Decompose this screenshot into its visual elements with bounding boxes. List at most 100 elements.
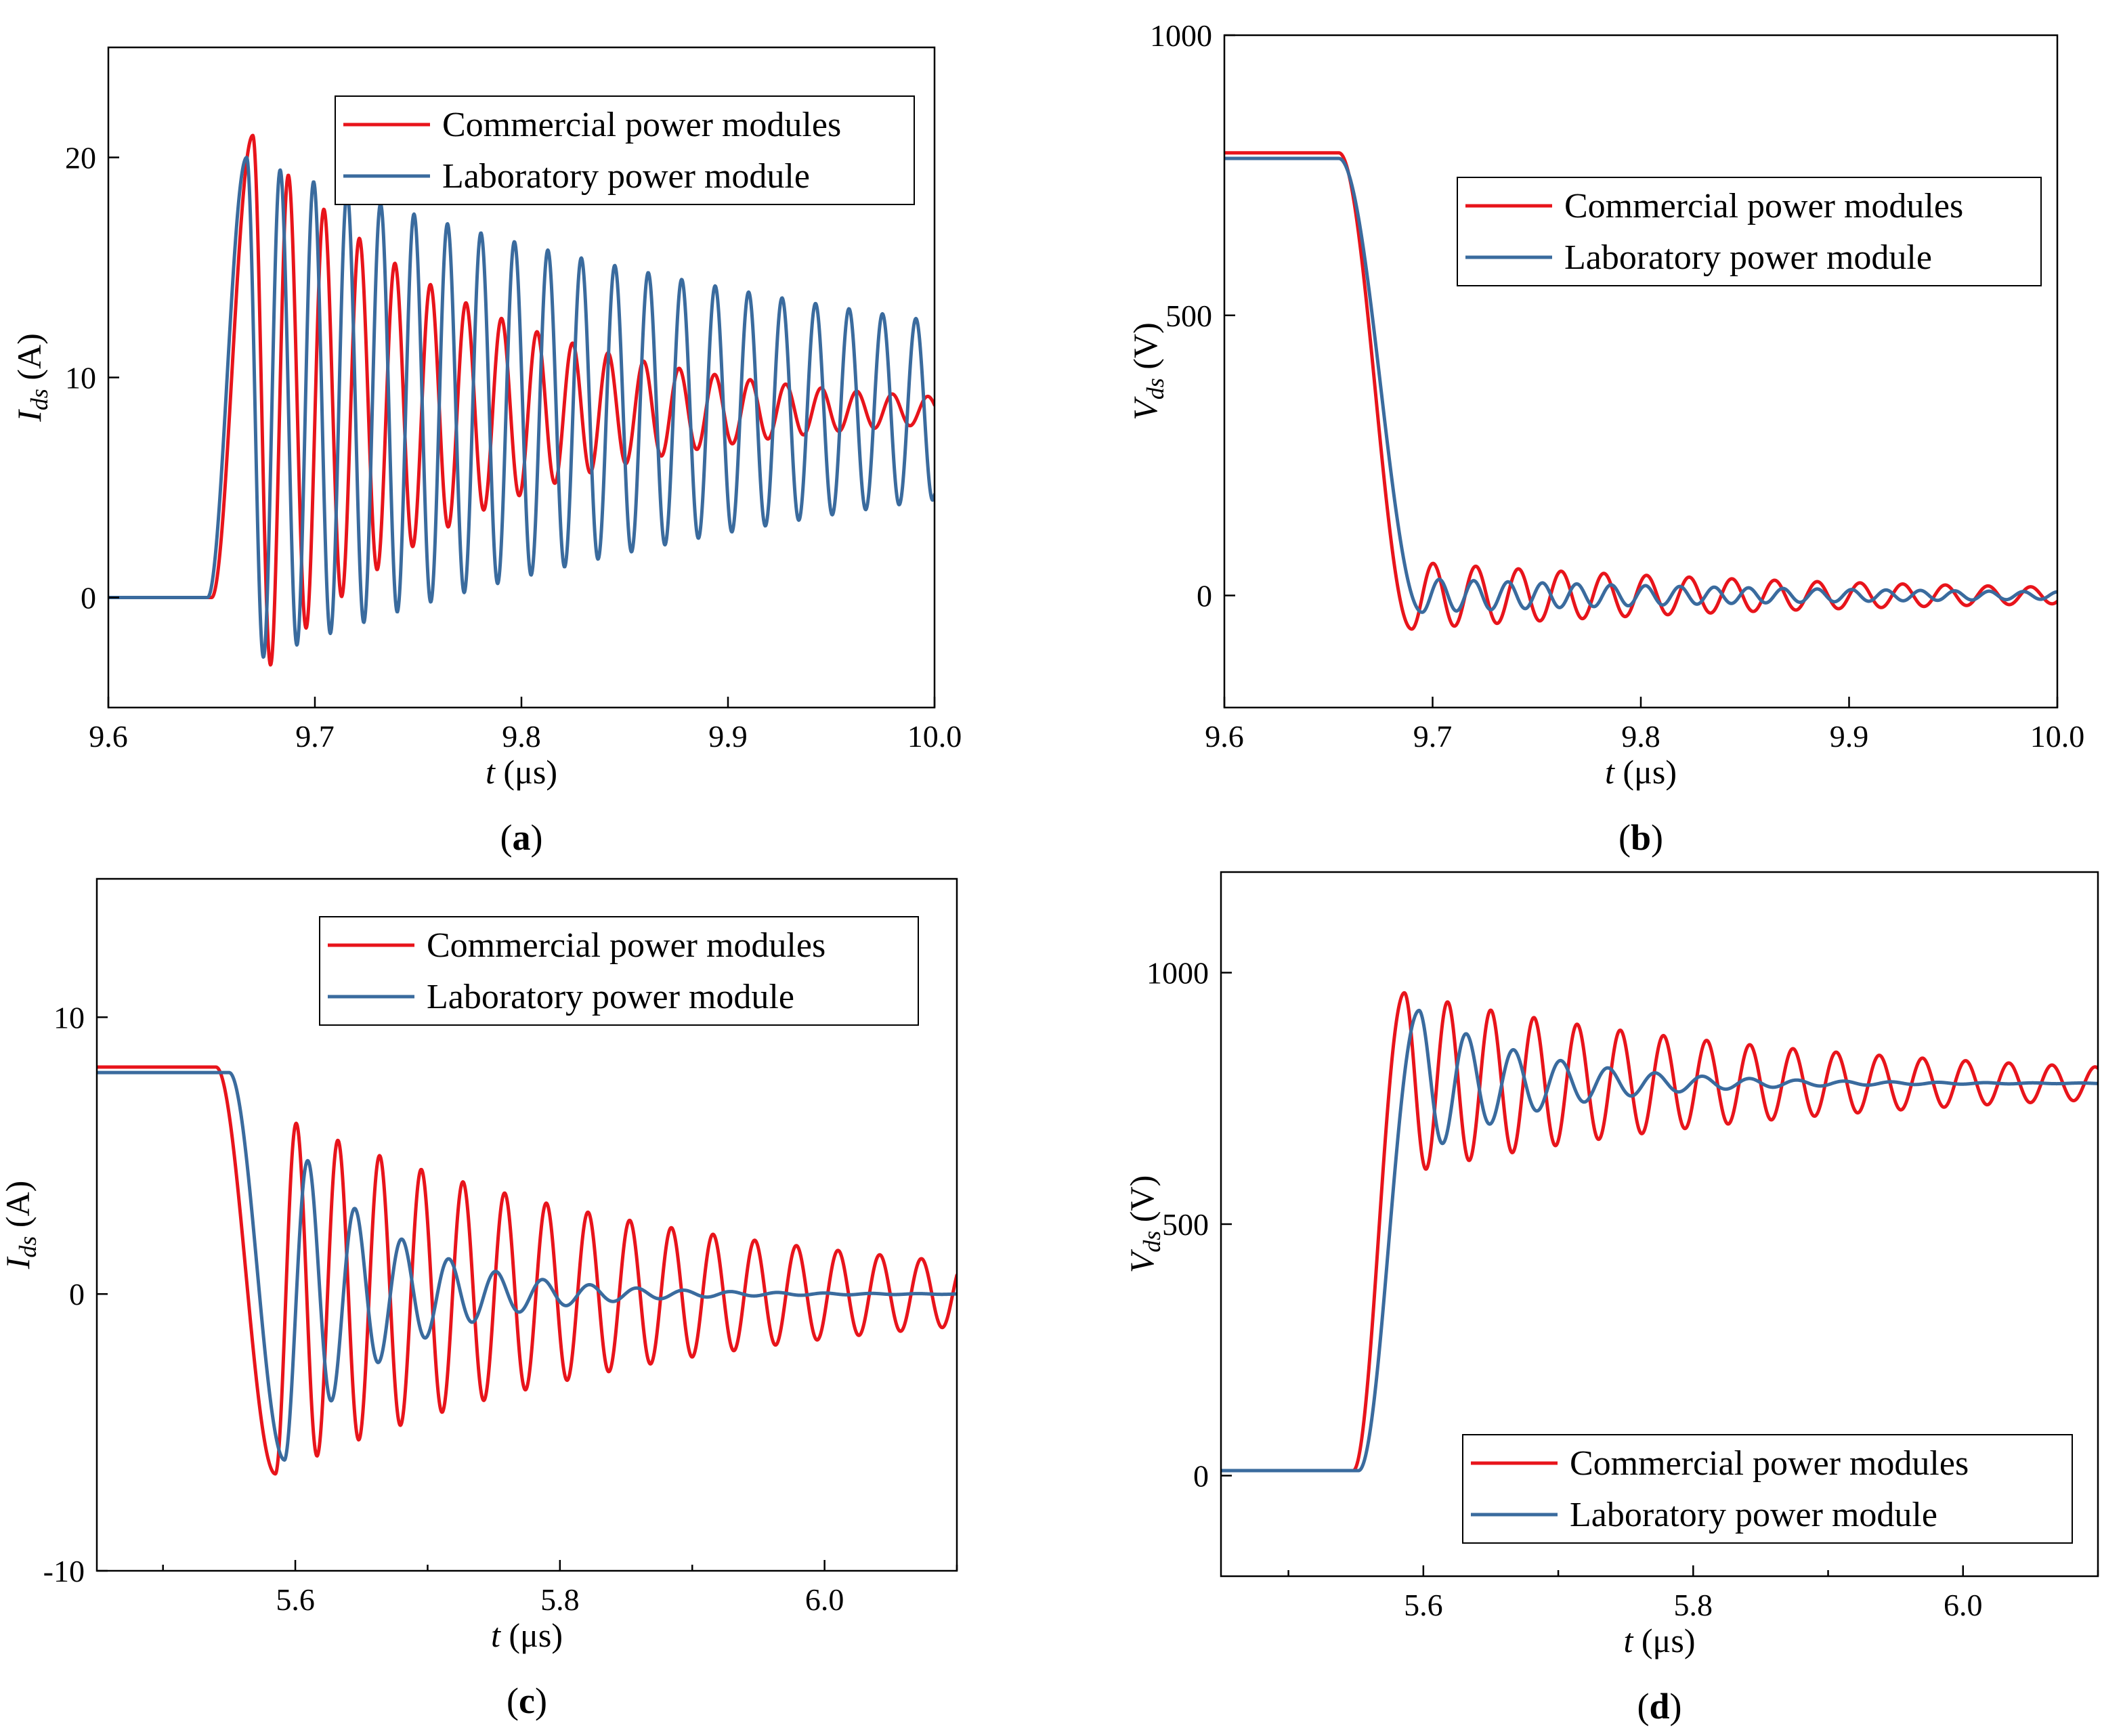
legend-box bbox=[1457, 177, 2042, 286]
y-axis-subscript: ds bbox=[1138, 1231, 1165, 1253]
x-tick-label: 9.7 bbox=[1413, 719, 1453, 754]
panel-c: 5.6 5.8 6.0 -10 0 10 t (μs) Ids (A) Commercial p… bbox=[0, 877, 958, 1721]
y-tick-label: 10 bbox=[65, 361, 96, 395]
x-axis-unit: (μs) bbox=[1633, 1622, 1695, 1659]
y-tick-label: 0 bbox=[69, 1277, 85, 1311]
y-tick-label: 1000 bbox=[1150, 18, 1212, 53]
caption-close: ) bbox=[1651, 817, 1663, 858]
caption-letter: d bbox=[1649, 1686, 1669, 1727]
legend-box bbox=[1462, 1434, 2073, 1544]
x-axis-variable: t bbox=[486, 753, 496, 791]
caption-letter: a bbox=[513, 817, 531, 858]
y-axis-variable: V bbox=[1123, 1249, 1161, 1273]
legend-label-laboratory: Laboratory power module bbox=[1570, 1496, 1937, 1534]
x-axis-variable: t bbox=[491, 1616, 501, 1654]
y-tick-label: 1000 bbox=[1146, 956, 1209, 991]
x-axis-label: t (μs) bbox=[1624, 1622, 1696, 1659]
panel-d: 5.6 5.8 6.0 0 500 1000 t (μs) Vds (V) Commercial… bbox=[1123, 871, 2099, 1727]
series-line-commercial bbox=[108, 133, 935, 667]
y-axis-variable: I bbox=[0, 1256, 37, 1270]
series-line-laboratory bbox=[1221, 1008, 2098, 1473]
series-line-commercial bbox=[97, 1065, 957, 1476]
y-tick-label: 500 bbox=[1165, 299, 1212, 333]
x-tick-label: 9.6 bbox=[1205, 719, 1244, 754]
legend-label-commercial: Commercial power modules bbox=[1564, 187, 1963, 225]
plot-area-frame bbox=[95, 877, 958, 1572]
x-axis-label: t (μs) bbox=[486, 753, 557, 791]
legend-label-commercial: Commercial power modules bbox=[442, 106, 841, 144]
legend: Commercial power modules Laboratory power… bbox=[319, 916, 919, 1026]
x-axis-label: t (μs) bbox=[491, 1616, 563, 1654]
y-axis-subscript: ds bbox=[26, 389, 53, 410]
x-tick-label: 10.0 bbox=[907, 719, 962, 754]
legend: Commercial power modules Laboratory power… bbox=[335, 95, 915, 205]
caption-letter: b bbox=[1631, 817, 1651, 858]
panel-caption: (b) bbox=[1618, 817, 1663, 858]
legend-box bbox=[335, 95, 915, 205]
x-tick-label: 9.6 bbox=[89, 719, 128, 754]
x-axis-unit: (μs) bbox=[495, 753, 557, 791]
legend-label-commercial: Commercial power modules bbox=[427, 926, 825, 965]
y-axis-unit: (A) bbox=[0, 1181, 37, 1236]
caption-letter: c bbox=[519, 1680, 535, 1721]
y-tick-label: 0 bbox=[1193, 1458, 1209, 1493]
panel-caption: (c) bbox=[507, 1680, 547, 1721]
y-tick-label: -10 bbox=[43, 1554, 85, 1588]
x-tick-label: 5.8 bbox=[1674, 1588, 1713, 1622]
caption-open: ( bbox=[507, 1680, 519, 1721]
y-axis-label: Ids (A) bbox=[10, 333, 53, 422]
x-tick-label: 9.7 bbox=[295, 719, 335, 754]
caption-close: ) bbox=[535, 1680, 547, 1721]
legend: Commercial power modules Laboratory power… bbox=[1462, 1434, 2073, 1544]
series-line-laboratory bbox=[1224, 156, 2057, 614]
panel-b: 9.6 9.7 9.8 9.9 10.0 0 500 1000 t (μs) Vds (V) Com… bbox=[1126, 18, 2084, 858]
caption-close: ) bbox=[1670, 1686, 1682, 1727]
legend-label-laboratory: Laboratory power module bbox=[1564, 238, 1932, 277]
legend-label-laboratory: Laboratory power module bbox=[442, 157, 810, 196]
y-axis-unit: (V) bbox=[1123, 1175, 1161, 1231]
y-axis-subscript: ds bbox=[1142, 378, 1169, 399]
y-tick-label: 500 bbox=[1162, 1207, 1209, 1242]
x-tick-label: 9.9 bbox=[708, 719, 748, 754]
x-tick-label: 5.8 bbox=[540, 1582, 580, 1617]
plot-area-frame bbox=[1223, 34, 2059, 709]
series-line-commercial bbox=[1221, 991, 2098, 1473]
y-axis-unit: (V) bbox=[1126, 322, 1164, 378]
series-line-laboratory bbox=[108, 156, 935, 659]
y-axis-variable: I bbox=[10, 409, 48, 422]
x-axis-variable: t bbox=[1605, 753, 1615, 791]
x-axis-unit: (μs) bbox=[500, 1616, 563, 1654]
x-tick-label: 6.0 bbox=[805, 1582, 844, 1617]
y-tick-label: 0 bbox=[1197, 579, 1212, 613]
y-tick-label: 0 bbox=[81, 581, 96, 615]
x-tick-label: 10.0 bbox=[2030, 719, 2085, 754]
y-tick-label: 20 bbox=[65, 141, 96, 175]
y-axis-label: Ids (A) bbox=[0, 1181, 41, 1270]
x-axis-label: t (μs) bbox=[1605, 753, 1677, 791]
caption-open: ( bbox=[1618, 817, 1631, 858]
panel-caption: (d) bbox=[1637, 1686, 1681, 1727]
y-axis-variable: V bbox=[1126, 396, 1164, 420]
legend-label-laboratory: Laboratory power module bbox=[427, 978, 794, 1016]
series-line-commercial bbox=[1224, 151, 2057, 631]
y-tick-label: 10 bbox=[53, 1000, 85, 1035]
x-tick-label: 5.6 bbox=[276, 1582, 315, 1617]
x-tick-label: 9.8 bbox=[502, 719, 541, 754]
panel-caption: (a) bbox=[500, 817, 543, 858]
caption-close: ) bbox=[531, 817, 543, 858]
y-axis-label: Vds (V) bbox=[1126, 322, 1169, 420]
x-tick-label: 9.9 bbox=[1830, 719, 1869, 754]
x-tick-label: 9.8 bbox=[1621, 719, 1660, 754]
caption-open: ( bbox=[1637, 1686, 1649, 1727]
legend-box bbox=[319, 916, 919, 1026]
x-axis-unit: (μs) bbox=[1614, 753, 1677, 791]
caption-open: ( bbox=[500, 817, 513, 858]
x-tick-label: 6.0 bbox=[1944, 1588, 1983, 1622]
x-tick-label: 5.6 bbox=[1404, 1588, 1443, 1622]
legend: Commercial power modules Laboratory power… bbox=[1457, 177, 2042, 286]
series-line-laboratory bbox=[97, 1070, 957, 1462]
x-axis-variable: t bbox=[1624, 1622, 1634, 1659]
panel-a: 9.6 9.7 9.8 9.9 10.0 0 10 20 t (μs) Ids (A) Commer… bbox=[10, 46, 962, 858]
legend-label-commercial: Commercial power modules bbox=[1570, 1444, 1969, 1483]
